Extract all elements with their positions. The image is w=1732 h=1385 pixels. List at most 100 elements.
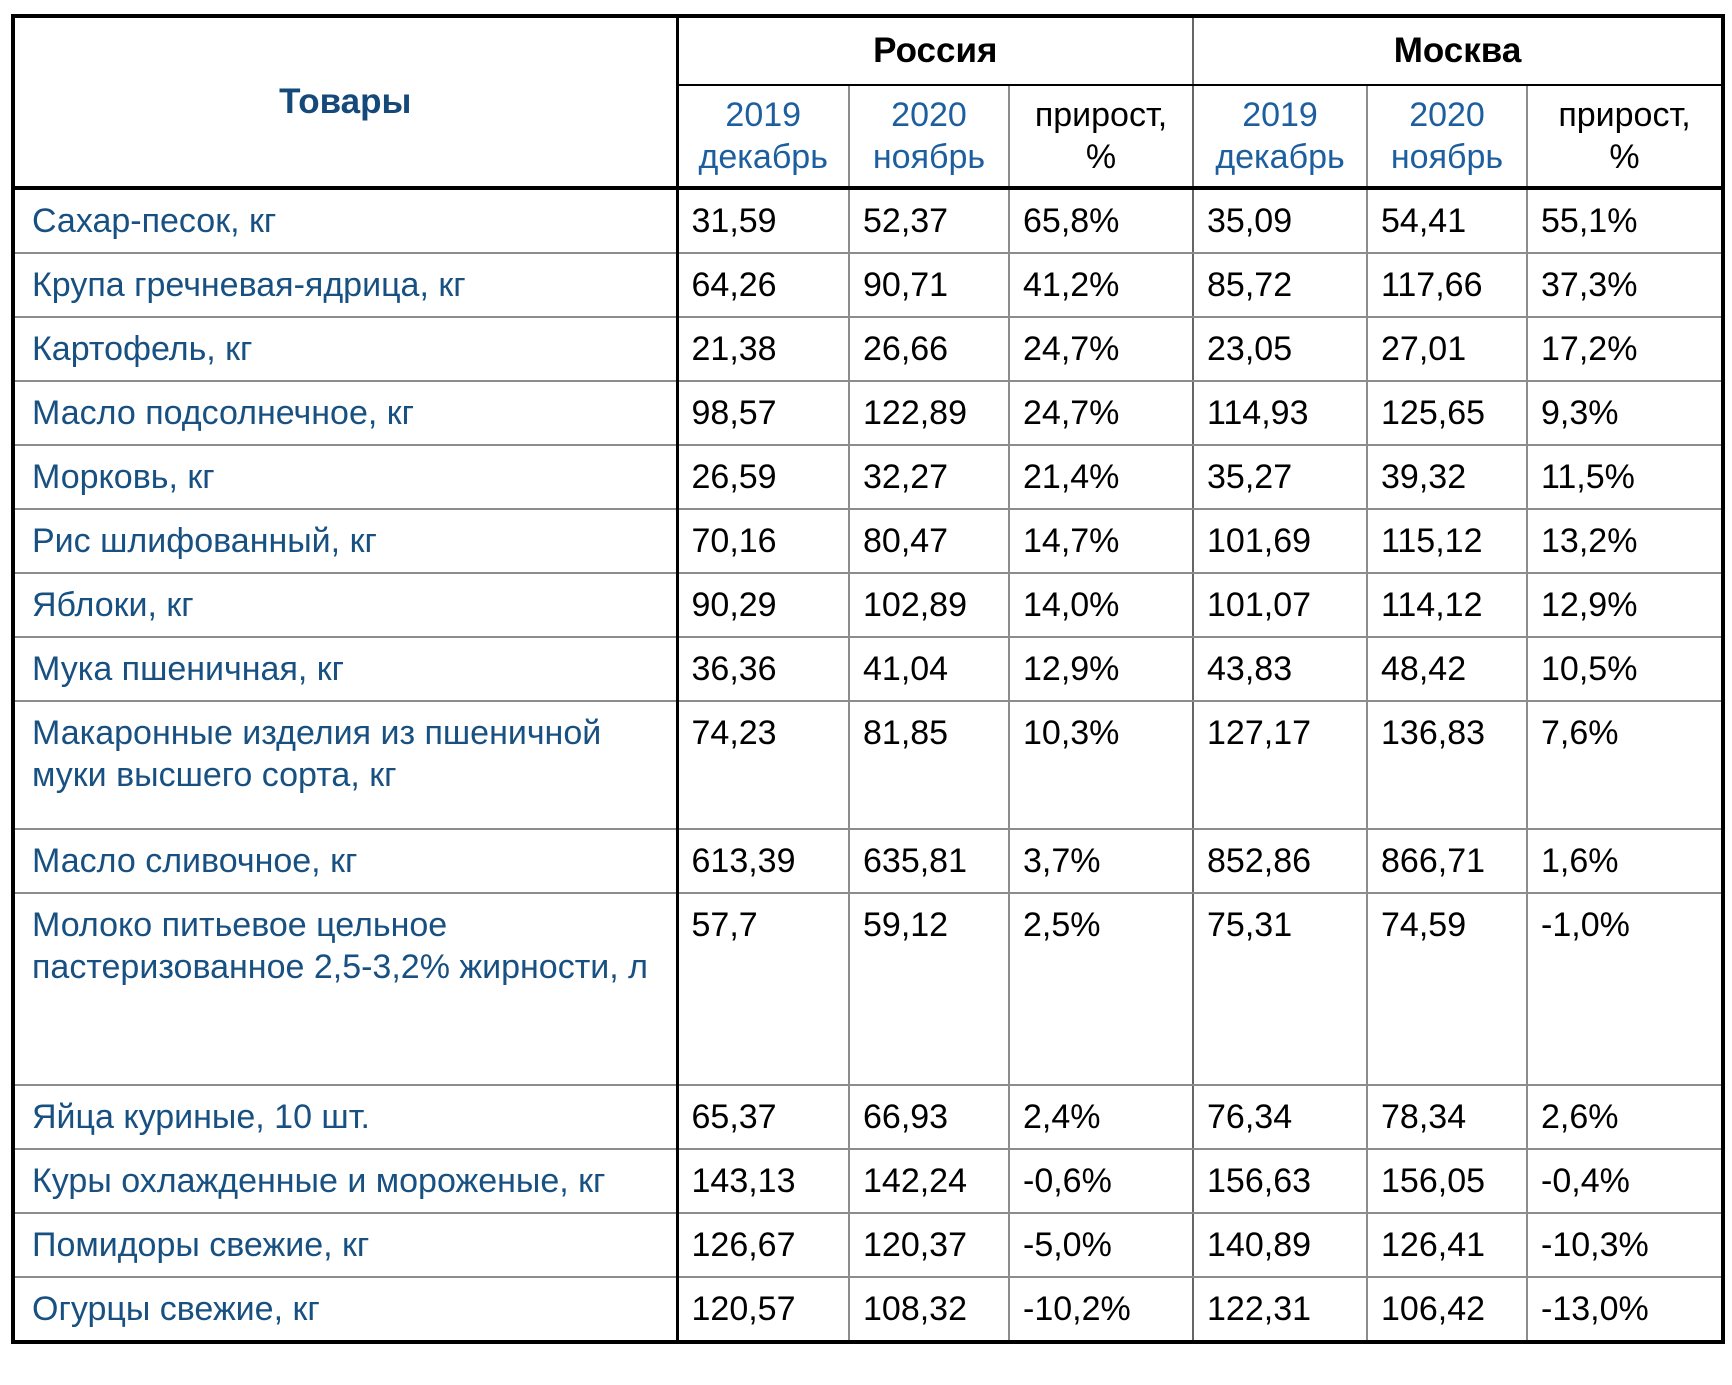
value-russia-2019: 36,36 [676,636,850,702]
value-moscow-2020: 126,41 [1366,1212,1529,1278]
subheader-year: 2020 [891,96,967,134]
value-russia-2019: 57,7 [676,892,850,1086]
value-moscow-2019: 127,17 [1192,700,1369,830]
table-row: Рис шлифованный, кг 70,16 80,47 14,7% 10… [12,508,1725,574]
table-row: Молоко питьевое цельное пастеризованное … [12,892,1725,1086]
value-russia-growth: 2,4% [1007,1084,1195,1150]
product-label: Картофель, кг [12,316,679,382]
product-label: Морковь, кг [12,444,679,510]
product-label: Масло подсолнечное, кг [12,380,679,446]
value-russia-growth: 14,7% [1007,508,1195,574]
value-moscow-2019: 852,86 [1192,828,1369,894]
value-russia-2020: 90,71 [848,252,1010,318]
sub-header-row: 2019 декабрь 2020 ноябрь прирост, % 2019… [13,84,1725,190]
value-russia-growth: 10,3% [1007,700,1195,830]
value-moscow-2020: 54,41 [1366,187,1529,254]
value-russia-2019: 143,13 [676,1148,850,1214]
value-moscow-2019: 23,05 [1192,316,1369,382]
subheader-moscow-2020-november: 2020 ноябрь [1366,84,1529,190]
product-label: Крупа гречневая-ядрица, кг [12,252,679,318]
value-russia-2020: 80,47 [848,508,1010,574]
value-russia-growth: -5,0% [1007,1212,1195,1278]
product-label: Рис шлифованный, кг [12,508,679,574]
table-row: Масло сливочное, кг 613,39 635,81 3,7% 8… [12,828,1725,894]
subheader-russia-2020-november: 2020 ноябрь [848,84,1010,190]
value-moscow-2020: 115,12 [1366,508,1529,574]
value-moscow-growth: 1,6% [1526,828,1725,894]
subheader-month: ноябрь [1390,138,1504,176]
value-russia-growth: -10,2% [1007,1276,1195,1343]
value-moscow-2020: 117,66 [1366,252,1529,318]
product-label: Сахар-песок, кг [12,187,679,254]
subheader-growth-word: прирост, [1034,96,1168,134]
subheader-year: 2019 [1242,96,1318,134]
value-russia-2019: 120,57 [676,1276,850,1343]
value-moscow-2020: 39,32 [1366,444,1529,510]
value-russia-2019: 126,67 [676,1212,850,1278]
value-moscow-2019: 43,83 [1192,636,1369,702]
value-russia-2019: 31,59 [676,187,850,254]
table-row: Морковь, кг 26,59 32,27 21,4% 35,27 39,3… [12,444,1725,510]
value-moscow-growth: 13,2% [1526,508,1725,574]
value-russia-2019: 613,39 [676,828,850,894]
value-russia-growth: 41,2% [1007,252,1195,318]
value-moscow-growth: -0,4% [1526,1148,1725,1214]
table-row: Яйца куриные, 10 шт. 65,37 66,93 2,4% 76… [12,1084,1725,1150]
product-label: Макаронные изделия из пшеничной муки выс… [12,700,679,830]
value-russia-growth: 12,9% [1007,636,1195,702]
subheader-moscow-2019-december: 2019 декабрь [1192,84,1369,190]
value-russia-2020: 32,27 [848,444,1010,510]
value-moscow-2019: 122,31 [1192,1276,1369,1343]
value-moscow-2020: 125,65 [1366,380,1529,446]
value-russia-2020: 66,93 [848,1084,1010,1150]
product-label: Яблоки, кг [12,572,679,638]
group-header-russia: Россия [675,15,1195,86]
product-label: Мука пшеничная, кг [12,636,679,702]
value-russia-2020: 81,85 [848,700,1010,830]
value-moscow-growth: 2,6% [1526,1084,1725,1150]
product-label: Помидоры свежие, кг [12,1212,679,1278]
value-russia-2019: 64,26 [676,252,850,318]
value-moscow-2019: 35,27 [1192,444,1369,510]
value-moscow-2020: 106,42 [1366,1276,1529,1343]
subheader-month: декабрь [1215,138,1345,176]
subheader-month: декабрь [698,138,828,176]
table-row: Крупа гречневая-ядрица, кг 64,26 90,71 4… [12,252,1725,318]
table-row: Макаронные изделия из пшеничной муки выс… [12,700,1725,830]
value-moscow-2020: 156,05 [1366,1148,1529,1214]
value-moscow-growth: -10,3% [1526,1212,1725,1278]
subheader-moscow-growth-percent: прирост, % [1526,84,1725,190]
product-label: Огурцы свежие, кг [12,1276,679,1343]
value-moscow-growth: -1,0% [1526,892,1725,1086]
value-moscow-2019: 35,09 [1192,187,1369,254]
value-russia-2020: 26,66 [848,316,1010,382]
value-russia-2019: 70,16 [676,508,850,574]
table-row: Куры охлажденные и мороженые, кг 143,13 … [12,1148,1725,1214]
product-label: Куры охлажденные и мороженые, кг [12,1148,679,1214]
value-moscow-2020: 136,83 [1366,700,1529,830]
value-russia-2020: 142,24 [848,1148,1010,1214]
value-moscow-2019: 75,31 [1192,892,1369,1086]
value-russia-2020: 59,12 [848,892,1010,1086]
table-row: Картофель, кг 21,38 26,66 24,7% 23,05 27… [12,316,1725,382]
value-russia-growth: 14,0% [1007,572,1195,638]
group-header-moscow: Москва [1192,15,1725,86]
value-moscow-growth: 7,6% [1526,700,1725,830]
table-row: Сахар-песок, кг 31,59 52,37 65,8% 35,09 … [12,187,1725,254]
value-moscow-2019: 114,93 [1192,380,1369,446]
value-moscow-growth: 37,3% [1526,252,1725,318]
table-row: Огурцы свежие, кг 120,57 108,32 -10,2% 1… [12,1276,1725,1343]
value-moscow-2019: 76,34 [1192,1084,1369,1150]
value-moscow-growth: 17,2% [1526,316,1725,382]
value-moscow-2019: 85,72 [1192,252,1369,318]
product-label: Яйца куриные, 10 шт. [12,1084,679,1150]
value-russia-growth: -0,6% [1007,1148,1195,1214]
value-moscow-2020: 114,12 [1366,572,1529,638]
value-russia-2019: 21,38 [676,316,850,382]
value-moscow-growth: 10,5% [1526,636,1725,702]
value-moscow-2020: 866,71 [1366,828,1529,894]
value-moscow-2020: 74,59 [1366,892,1529,1086]
products-column-header: Товары [12,15,679,190]
value-russia-2020: 41,04 [848,636,1010,702]
subheader-percent-sign: % [1085,138,1117,176]
